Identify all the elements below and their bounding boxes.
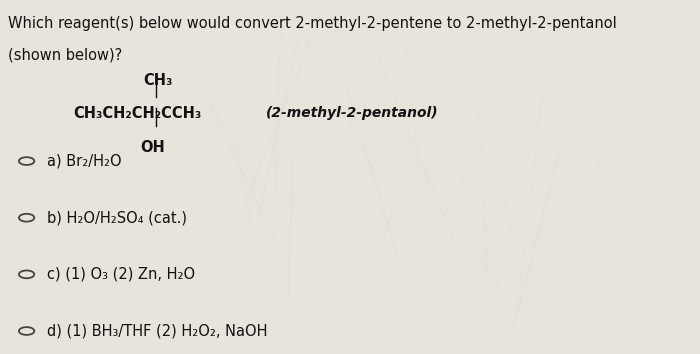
- Text: OH: OH: [140, 140, 164, 155]
- Text: d) (1) BH₃/THF (2) H₂O₂, NaOH: d) (1) BH₃/THF (2) H₂O₂, NaOH: [47, 324, 267, 338]
- Text: b) H₂O/H₂SO₄ (cat.): b) H₂O/H₂SO₄ (cat.): [47, 210, 187, 225]
- Text: (2-methyl-2-pentanol): (2-methyl-2-pentanol): [266, 106, 439, 120]
- Text: a) Br₂/H₂O: a) Br₂/H₂O: [47, 154, 122, 169]
- Text: CH₃: CH₃: [144, 73, 173, 87]
- Text: Which reagent(s) below would convert 2-methyl-2-pentene to 2-methyl-2-pentanol: Which reagent(s) below would convert 2-m…: [8, 16, 617, 31]
- Text: c) (1) O₃ (2) Zn, H₂O: c) (1) O₃ (2) Zn, H₂O: [47, 267, 195, 282]
- Text: CH₃CH₂CH₂CCH₃: CH₃CH₂CH₂CCH₃: [74, 106, 202, 121]
- Text: (shown below)?: (shown below)?: [8, 48, 122, 63]
